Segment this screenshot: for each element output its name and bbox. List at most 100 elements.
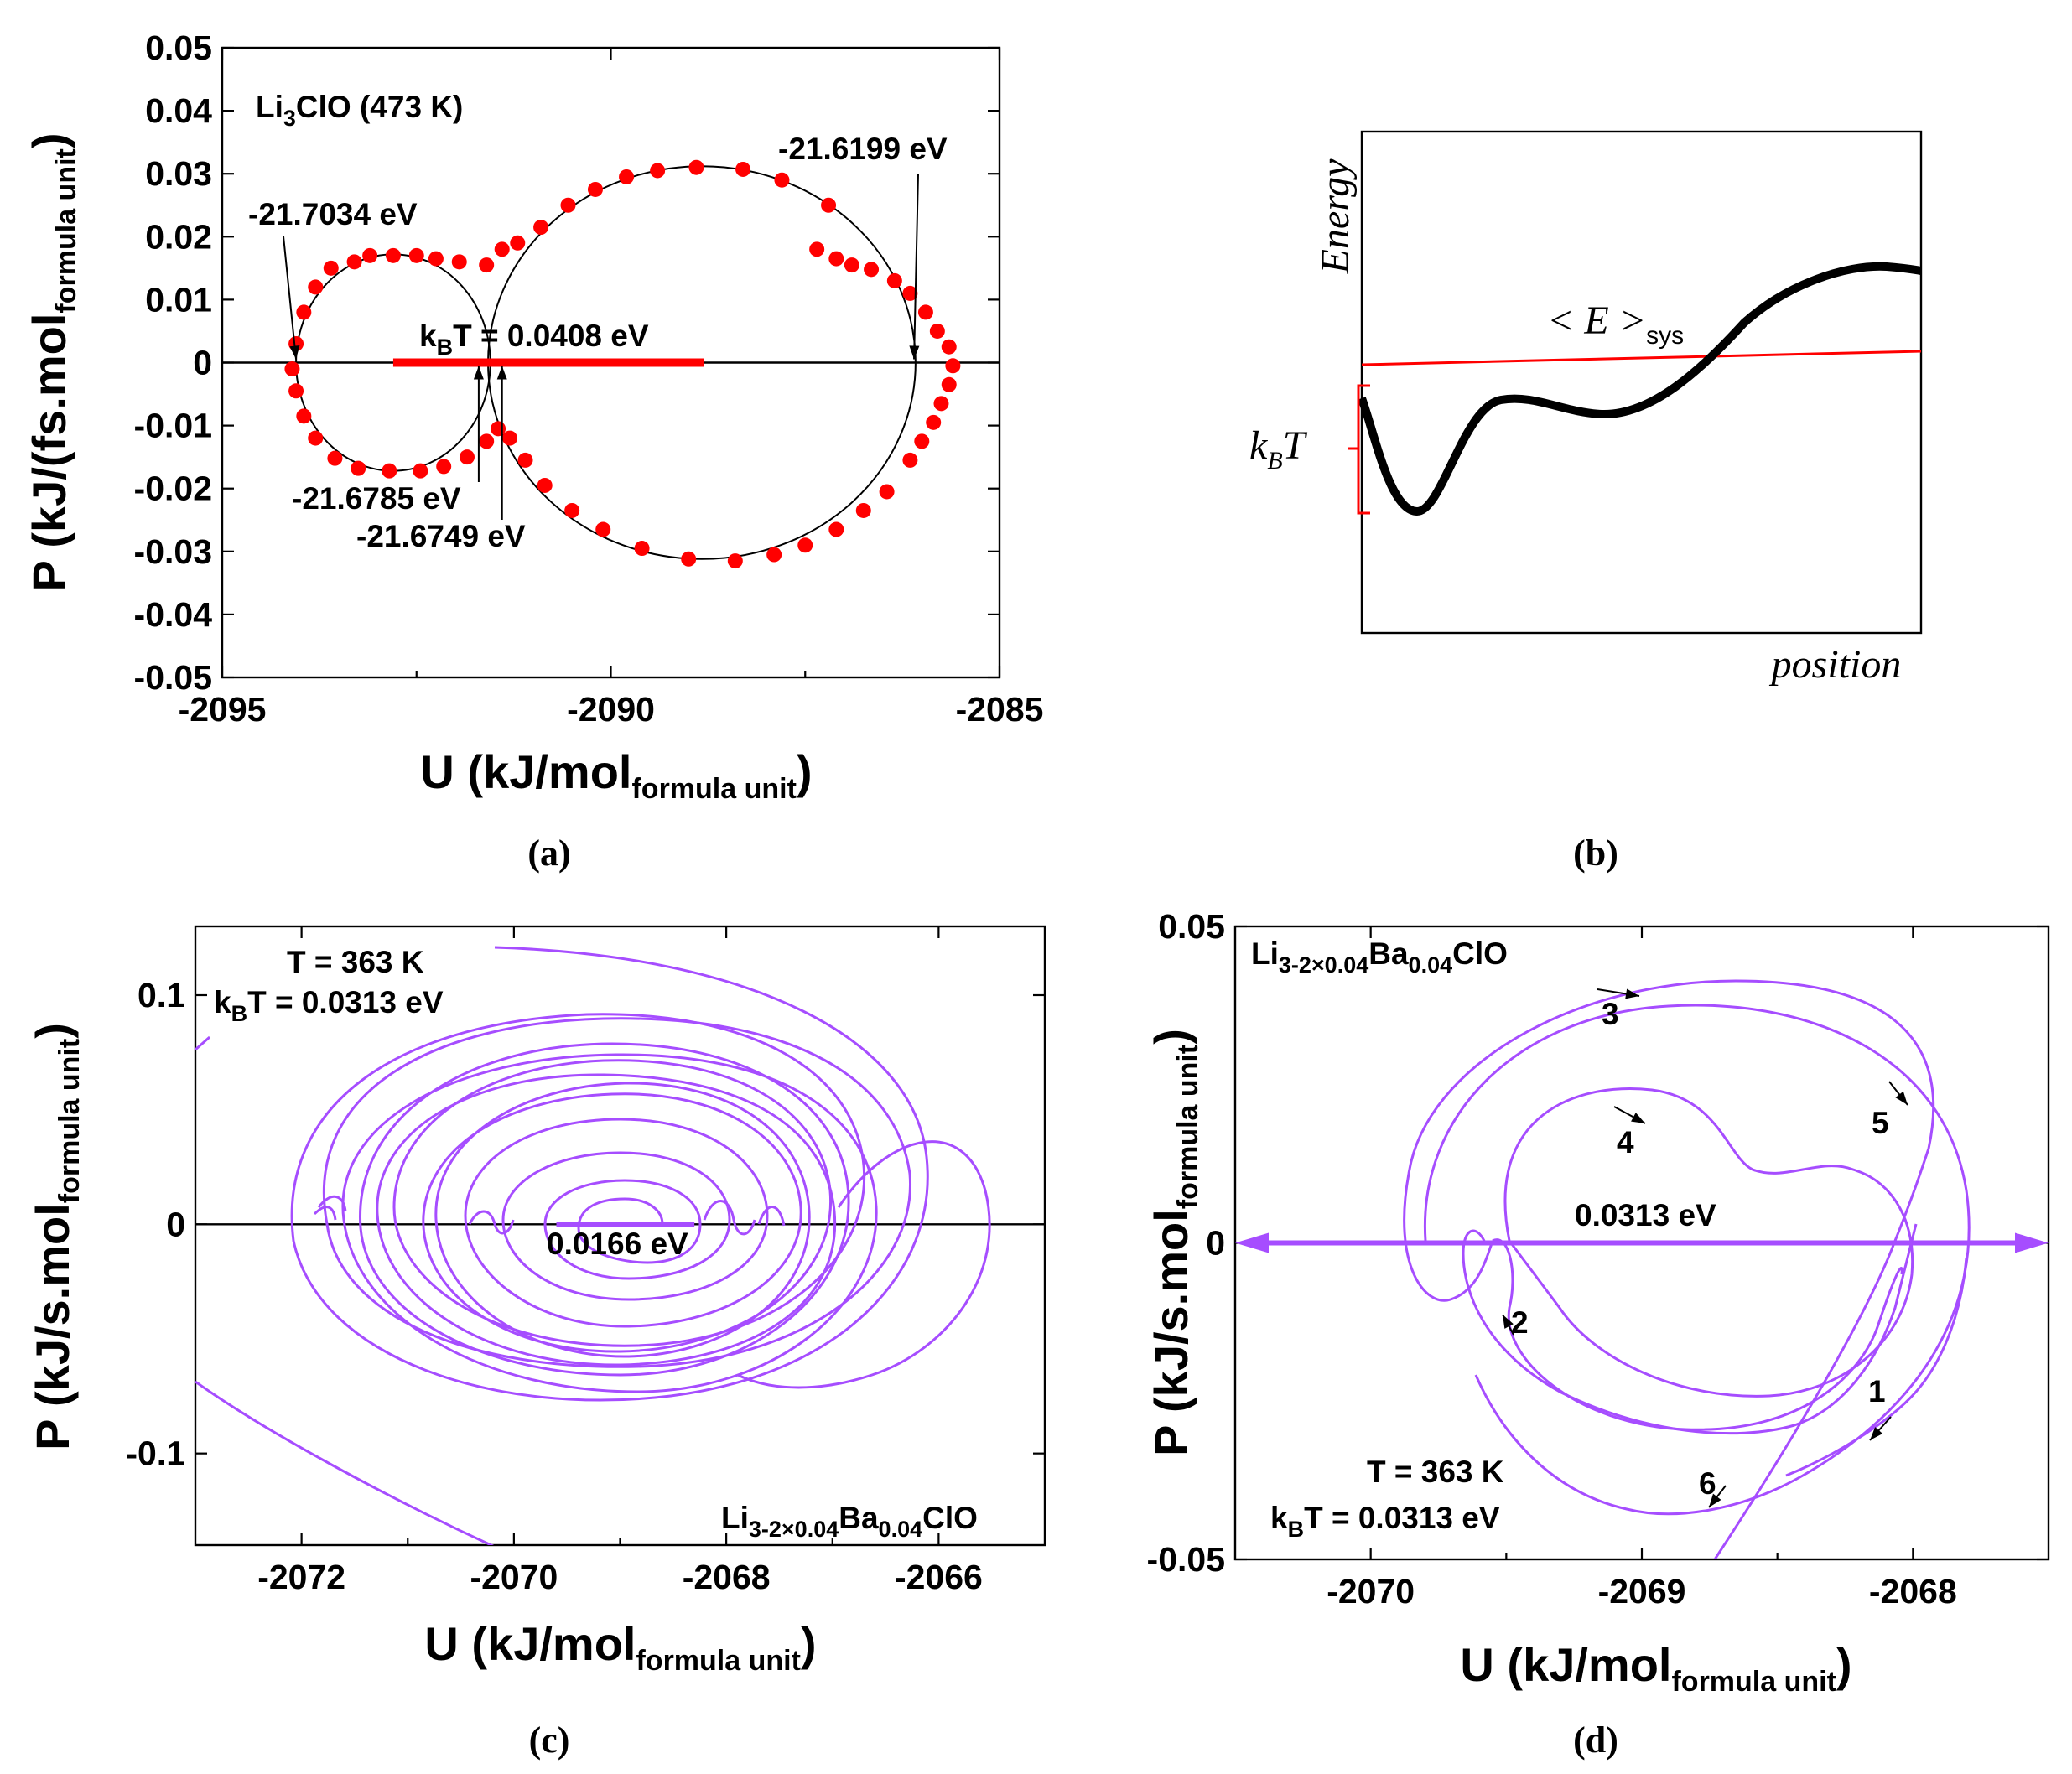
panel-a-data-point xyxy=(517,452,533,468)
panel-c-trajectory-segment xyxy=(313,1196,347,1221)
panel-a-kbt-label: kBT = 0.0408 eV xyxy=(419,319,649,360)
panel-a-arrow-head xyxy=(473,366,484,380)
panel-a-y-tick-label: -0.03 xyxy=(134,532,212,571)
panel-a-data-point xyxy=(864,262,880,278)
panel-a-x-tick-label: -2095 xyxy=(179,690,267,729)
panel-b-mean-energy-line xyxy=(1361,350,1922,366)
panel-a-y-tick-label: -0.05 xyxy=(134,658,212,697)
panel-c-trajectory-segment xyxy=(434,1082,811,1358)
panel-a-annotation-21-7034: -21.7034 eV xyxy=(248,197,418,231)
panel-a-data-point xyxy=(451,254,467,270)
panel-b-x-axis-label: position xyxy=(1769,642,1902,687)
panel-d-caption: (d) xyxy=(1573,1720,1618,1761)
panel-d-ticks: -2070 -2069 -2068 0.05 0 -0.05 xyxy=(1147,907,2049,1611)
panel-a-data-point xyxy=(929,323,945,339)
panel-a-data-point xyxy=(855,502,871,518)
panel-a-arrow-head xyxy=(496,366,507,380)
panel-a-data-point xyxy=(533,220,549,236)
panel-a-data-point xyxy=(797,537,813,553)
panel-a-data-point xyxy=(926,414,942,430)
panel-d-material-label: Li3-2×0.04Ba0.04ClO xyxy=(1251,936,1508,978)
panel-a-data-point xyxy=(479,257,495,273)
panel-a-data-point xyxy=(902,285,918,301)
panel-a-data-point xyxy=(413,463,428,479)
panel-c-trajectory-segment xyxy=(195,1380,495,1545)
panel-a-data-point xyxy=(735,161,751,177)
panel-d-trajectory-segment xyxy=(1403,979,1935,1559)
panel-d-trajectory-segment xyxy=(1785,1257,1968,1477)
panel-a-data-point xyxy=(479,433,495,449)
panel-a-data-point xyxy=(284,361,300,377)
panel-a-data-point xyxy=(510,235,526,251)
panel-a-data-point xyxy=(917,304,933,320)
panel-a-arrow xyxy=(283,236,298,360)
panel-a-data-point xyxy=(914,433,930,449)
panel-a-y-tick-label: 0.01 xyxy=(145,280,212,319)
panel-c-trajectory-segment xyxy=(341,1053,878,1393)
panel-a: -2095 -2090 -2085 0.05 0.04 0.03 0.02 0.01 0 -0.0… xyxy=(23,29,1043,874)
panel-d-temperature-label: T = 363 K xyxy=(1367,1455,1504,1489)
panel-a-annotation-21-6749: -21.6749 eV xyxy=(356,519,526,553)
panel-a-data-point xyxy=(821,197,837,213)
panel-a-data-point xyxy=(634,541,650,557)
panel-c-y-tick-label: 0 xyxy=(166,1205,185,1243)
panel-b: Energy position < E >sys kBT (b) xyxy=(1249,130,1923,874)
panel-a-data-point xyxy=(595,521,611,537)
panel-c-x-tick-label: -2070 xyxy=(470,1558,558,1596)
panel-c-x-tick-label: -2072 xyxy=(257,1558,345,1596)
panel-a-y-tick-label: 0 xyxy=(193,344,212,382)
panel-a-annotation-21-6785: -21.6785 eV xyxy=(292,481,461,516)
panel-c-trajectory xyxy=(195,946,991,1545)
panel-a-x-tick-label: -2090 xyxy=(567,690,655,729)
panel-a-data-point xyxy=(941,376,957,392)
panel-a-data-points xyxy=(284,159,961,569)
panel-d-energy-arrowhead-right xyxy=(2015,1232,2049,1253)
panel-a-y-tick-label: -0.01 xyxy=(134,407,212,445)
panel-a-data-point xyxy=(491,421,506,437)
panel-d-trajectory-segment xyxy=(1492,1238,1903,1431)
panel-d-x-axis-label: U (kJ/molformula unit) xyxy=(1460,1638,1851,1698)
panel-d-step-arrow-head xyxy=(1503,1315,1514,1329)
panel-a-y-tick-label: 0.02 xyxy=(145,217,212,256)
panel-d: -2070 -2069 -2068 0.05 0 -0.05 1 2 3 4 5 6 Li… xyxy=(1145,907,2050,1761)
panel-a-data-point xyxy=(494,241,510,257)
panel-c-material-label: Li3-2×0.04Ba0.04ClO xyxy=(721,1501,978,1542)
panel-a-data-point xyxy=(308,430,324,446)
panel-c-y-tick-label: 0.1 xyxy=(138,976,185,1014)
panel-a-data-point xyxy=(323,260,339,276)
panel-c-trajectory-segment xyxy=(737,1140,991,1389)
panel-a-y-axis-label: P (kJ/(fs.molformula unit) xyxy=(23,132,82,591)
panel-c-x-tick-label: -2066 xyxy=(895,1558,983,1596)
panel-a-x-tick-label: -2085 xyxy=(956,690,1044,729)
panel-a-data-point xyxy=(351,460,366,476)
panel-d-step-arrow-head xyxy=(1709,1493,1721,1507)
panel-a-annotation-21-6199: -21.6199 eV xyxy=(778,132,948,166)
panel-a-data-point xyxy=(844,257,859,273)
panel-d-trajectory-segment xyxy=(1503,1087,1914,1398)
panel-d-step-arrow-head xyxy=(1625,988,1639,999)
panel-c-x-axis-label: U (kJ/molformula unit) xyxy=(424,1617,816,1677)
panel-d-x-tick-label: -2069 xyxy=(1598,1572,1686,1611)
panel-c-ticks: -2072 -2070 -2068 -2066 0.1 0 -0.1 xyxy=(126,926,1045,1596)
panel-d-y-tick-label: 0.05 xyxy=(1158,907,1225,946)
panel-a-data-point xyxy=(828,521,844,537)
panel-d-trajectory xyxy=(1403,979,1971,1559)
panel-a-data-point xyxy=(537,477,553,493)
panel-c: -2072 -2070 -2068 -2066 0.1 0 -0.1 T = 363 K k… xyxy=(26,925,1046,1761)
panel-a-data-point xyxy=(587,181,603,197)
panel-b-y-axis-label: Energy xyxy=(1313,158,1358,275)
panel-b-energy-curve xyxy=(1358,262,1922,516)
panel-d-y-tick-label: 0 xyxy=(1206,1224,1225,1263)
panel-c-trajectory-segment xyxy=(322,1017,911,1368)
panel-a-arrow-head xyxy=(909,345,920,360)
panel-a-data-point xyxy=(828,251,844,267)
panel-a-data-point xyxy=(385,247,401,263)
panel-d-x-tick-label: -2070 xyxy=(1327,1572,1415,1611)
panel-a-title: Li3ClO (473 K) xyxy=(256,90,463,131)
panel-d-trajectory-segment xyxy=(1423,1004,1971,1516)
panel-b-plot-frame xyxy=(1360,130,1923,635)
panel-a-data-point xyxy=(436,459,452,475)
panel-d-kbt-label: kBT = 0.0313 eV xyxy=(1270,1501,1500,1542)
panel-a-data-point xyxy=(727,553,743,569)
